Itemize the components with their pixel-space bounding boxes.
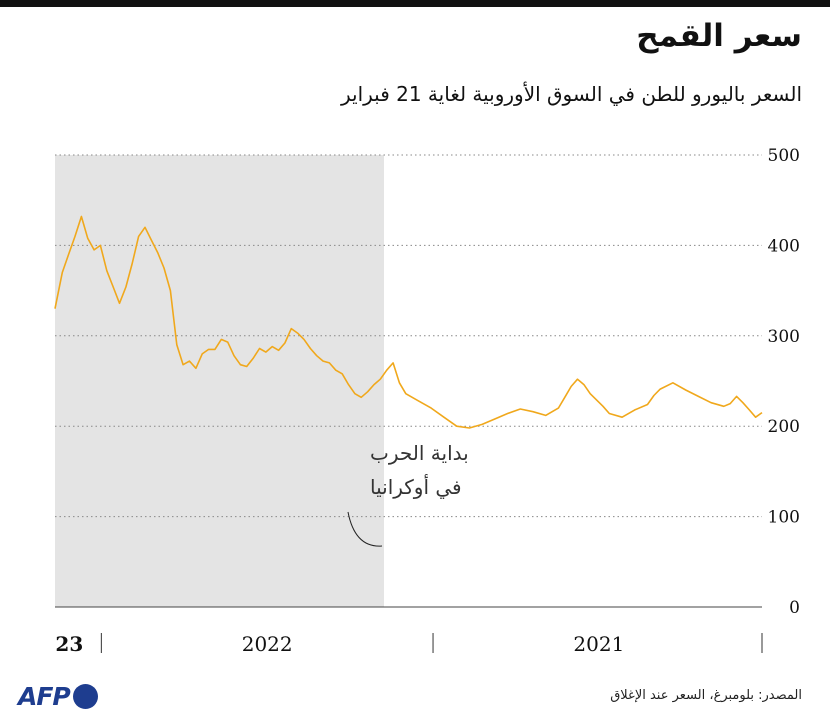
series-line-wheat-price (54, 215, 763, 429)
y-tick-label: 400 (768, 236, 800, 256)
y-tick-label: 500 (768, 146, 800, 166)
war-period-shade (55, 155, 384, 607)
afp-logo-globe-icon (72, 683, 98, 709)
grid-lines (55, 154, 762, 518)
chart-title: سعر القمح (636, 18, 802, 54)
x-axis: 2021 2022 23 (55, 632, 763, 656)
top-rule (0, 0, 830, 7)
y-tick-label: 100 (768, 508, 800, 528)
x-tick-label: 2022 (242, 632, 293, 656)
chart-subtitle: السعر باليورو للطن في السوق الأوروبية لغ… (340, 82, 802, 106)
y-tick-label: 0 (789, 598, 800, 618)
afp-logo: AFP (18, 679, 98, 713)
x-tick-label: 2021 (573, 632, 624, 656)
annotation-war-label-line-2: في أوكرانيا (370, 474, 462, 500)
y-axis-ticks: 0 100 200 300 400 500 (768, 146, 800, 618)
annotation-war-label-line-1: بداية الحرب (370, 441, 469, 465)
annotation-leader-line (347, 511, 383, 547)
y-tick-label: 300 (768, 327, 800, 347)
source-note: المصدر: بلومبرغ، السعر عند الإغلاق (610, 688, 802, 703)
y-tick-label: 200 (768, 417, 800, 437)
afp-logo-text: AFP (18, 681, 71, 711)
x-tick-label: 23 (55, 632, 83, 656)
